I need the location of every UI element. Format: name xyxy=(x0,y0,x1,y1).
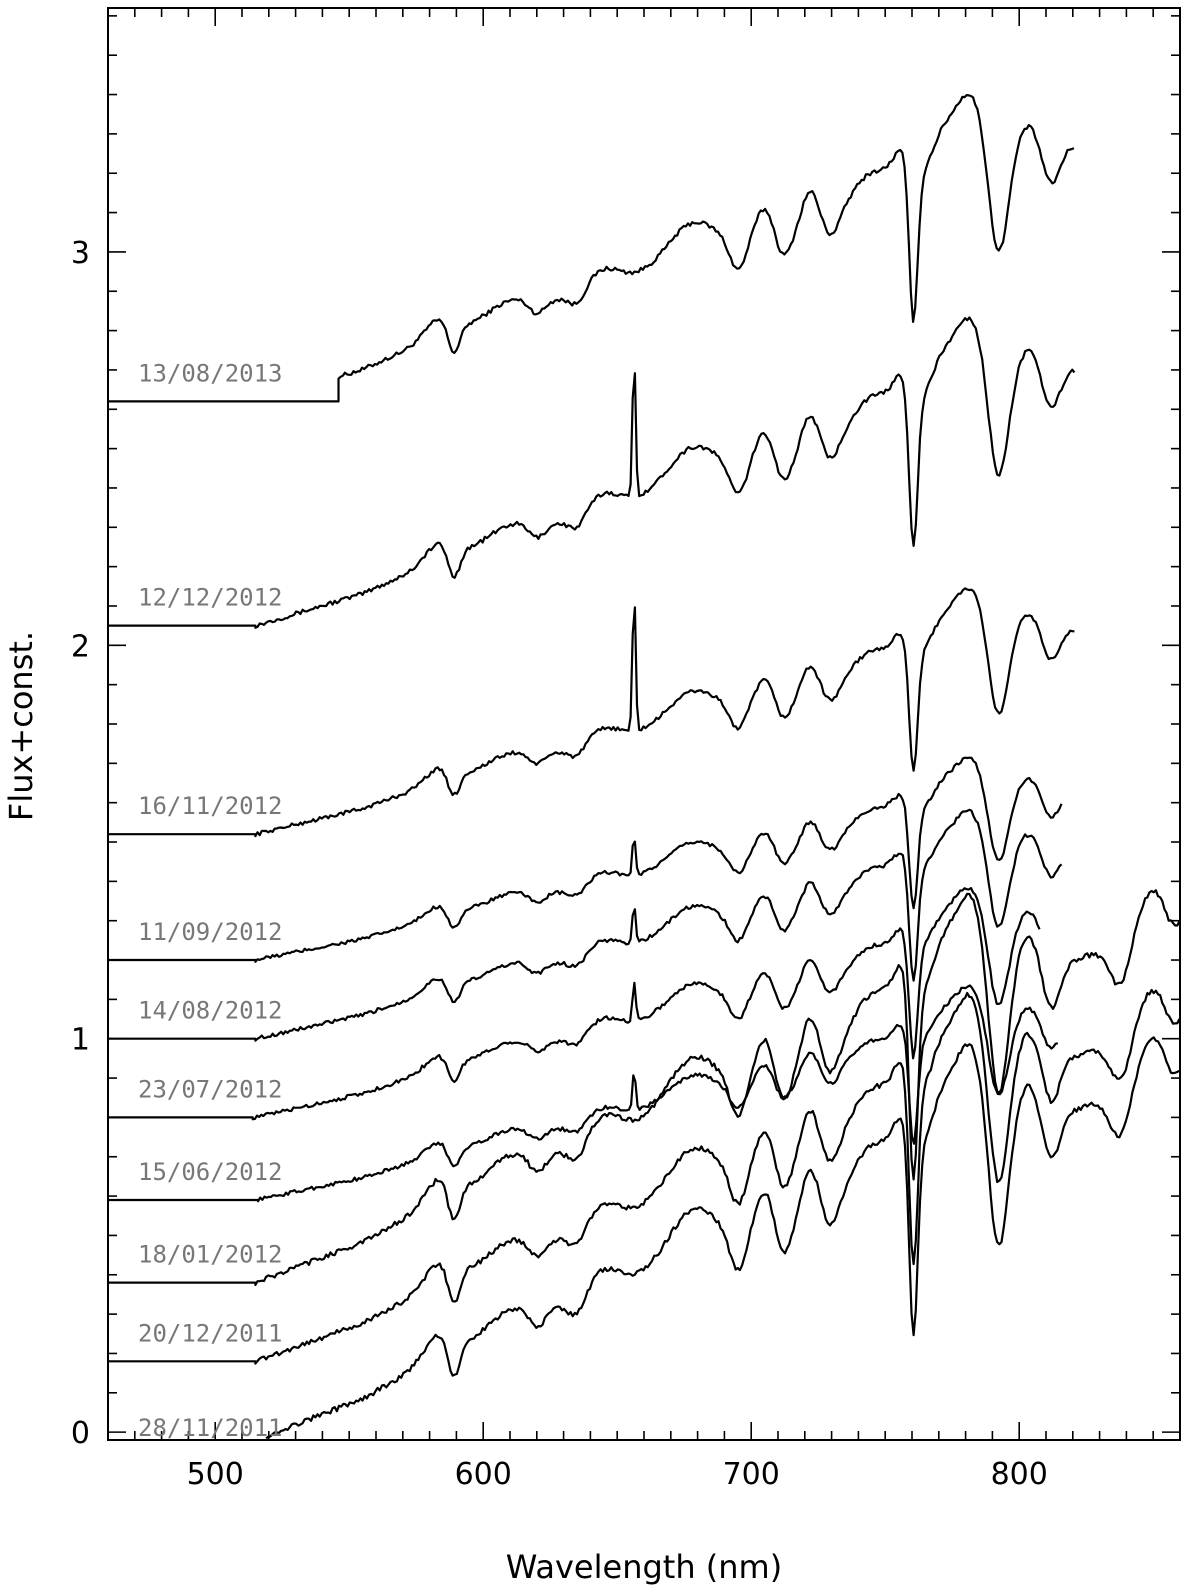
y-tick-label: 1 xyxy=(71,1023,90,1058)
series-label: 13/08/2013 xyxy=(138,359,283,387)
x-tick-label: 600 xyxy=(455,1457,512,1492)
y-tick-label: 3 xyxy=(71,236,90,271)
spectrum-line xyxy=(108,587,1075,838)
plot-frame xyxy=(107,7,1181,1441)
x-tick-label: 800 xyxy=(991,1457,1048,1492)
x-axis-label: Wavelength (nm) xyxy=(506,1548,782,1586)
x-tick-label: 700 xyxy=(723,1457,780,1492)
spectrum-line xyxy=(108,94,1075,403)
spectrum-line xyxy=(108,808,1063,1042)
series-label: 12/12/2012 xyxy=(138,584,283,612)
spectra-series xyxy=(108,94,1181,1440)
series-label: 18/01/2012 xyxy=(138,1241,283,1269)
y-tick-label: 2 xyxy=(71,629,90,664)
spectrum-line xyxy=(108,887,1041,1121)
axis-ticks xyxy=(108,8,1180,1440)
series-label: 20/12/2011 xyxy=(138,1319,283,1347)
spectrum-line xyxy=(108,756,1063,963)
y-tick-label: 0 xyxy=(71,1416,90,1451)
series-label: 11/09/2012 xyxy=(138,918,283,946)
series-labels: 13/08/2013 12/12/2012 16/11/2012 11/09/2012… xyxy=(138,359,283,1442)
spectrum-line xyxy=(265,1036,1180,1440)
series-label: 23/07/2012 xyxy=(138,1075,283,1103)
tick-labels: 500 600 700 800 0 1 2 3 xyxy=(71,236,1048,1492)
spectrum-line xyxy=(108,988,1181,1365)
series-label: 14/08/2012 xyxy=(138,997,283,1025)
series-label: 28/11/2011 xyxy=(138,1414,283,1442)
spectrum-line xyxy=(108,316,1076,629)
y-axis-label: Flux+const. xyxy=(2,631,40,821)
spectrum-line xyxy=(108,889,1181,1287)
series-label: 16/11/2012 xyxy=(138,792,283,820)
series-label: 15/06/2012 xyxy=(138,1158,283,1186)
x-tick-label: 500 xyxy=(187,1457,244,1492)
